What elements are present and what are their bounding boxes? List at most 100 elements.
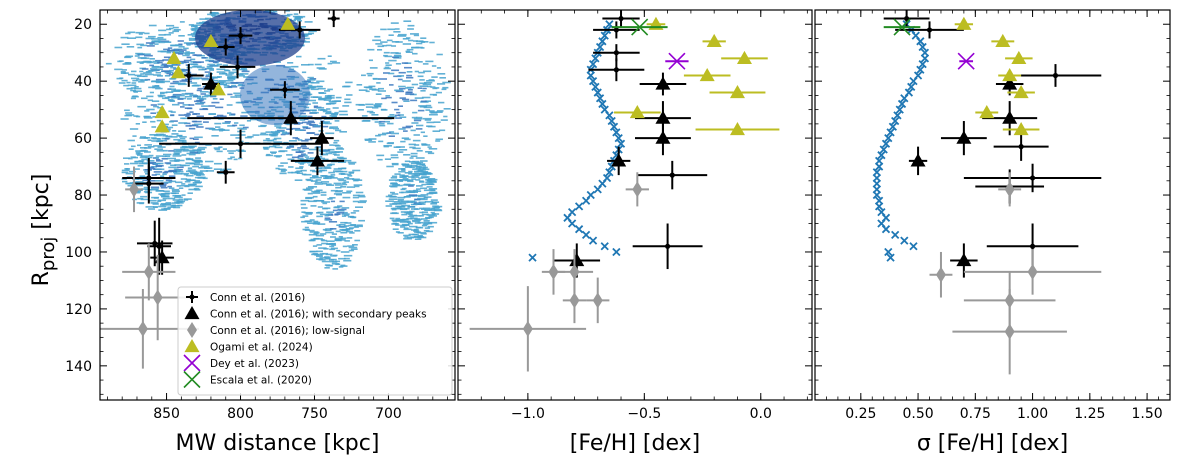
- density-cell: [436, 67, 442, 69]
- data-point: [729, 122, 745, 136]
- density-cell: [336, 193, 342, 196]
- density-cell: [147, 146, 155, 148]
- data-point: [1027, 263, 1038, 280]
- density-cell: [173, 52, 179, 54]
- density-cell: [377, 90, 387, 92]
- density-cell: [158, 29, 167, 32]
- density-cell: [309, 169, 316, 172]
- density-cell: [174, 82, 181, 84]
- panel-frame: [457, 9, 813, 401]
- density-cell: [280, 170, 286, 173]
- density-cell: [222, 148, 227, 150]
- density-cell: [335, 148, 345, 150]
- density-cell: [275, 167, 280, 170]
- density-cell: [306, 187, 314, 189]
- density-cell: [237, 127, 244, 130]
- density-cell: [294, 179, 303, 181]
- density-cell: [140, 195, 148, 198]
- density-cell: [230, 113, 236, 115]
- density-cell: [396, 203, 402, 205]
- density-cell: [393, 31, 401, 33]
- density-cell: [424, 201, 434, 203]
- density-cell: [195, 181, 202, 183]
- density-cell: [321, 242, 329, 245]
- density-cell: [413, 230, 420, 232]
- density-cell: [144, 151, 151, 153]
- density-cell: [147, 139, 152, 141]
- density-cell: [193, 77, 202, 79]
- density-cell: [330, 113, 336, 116]
- density-cell: [149, 199, 157, 202]
- density-cell: [302, 126, 309, 128]
- model-point: [888, 122, 898, 131]
- density-cell: [304, 189, 313, 191]
- density-cell: [177, 102, 185, 104]
- series-ogami-et-al-2024-: [954, 16, 1040, 136]
- density-cell: [314, 183, 323, 185]
- density-cell: [181, 93, 189, 95]
- density-cell: [310, 96, 319, 98]
- density-cell: [157, 50, 164, 53]
- density-cell: [423, 70, 432, 73]
- density-cell: [133, 168, 140, 170]
- density-cell: [312, 192, 321, 194]
- density-cell: [330, 200, 336, 203]
- density-cell: [321, 260, 330, 263]
- model-point: [918, 42, 927, 52]
- density-cell: [395, 90, 405, 93]
- density-cell: [317, 57, 326, 60]
- density-cell: [372, 107, 379, 109]
- density-cell: [289, 145, 294, 147]
- density-cell: [301, 220, 308, 223]
- density-cell: [241, 111, 249, 114]
- density-cell: [430, 86, 436, 88]
- density-cell: [421, 208, 426, 210]
- density-cell: [154, 40, 162, 42]
- density-cell: [429, 113, 438, 116]
- density-cell: [273, 141, 283, 143]
- y-axis-label-unit: [kpc]: [29, 174, 54, 237]
- density-cell: [297, 147, 302, 149]
- density-cell: [230, 156, 235, 158]
- density-cell: [316, 80, 325, 83]
- density-cell: [183, 173, 189, 176]
- density-cell: [169, 27, 174, 30]
- density-cell: [164, 203, 172, 205]
- density-cell: [133, 87, 142, 90]
- density-cell: [275, 130, 284, 133]
- density-cell: [380, 28, 387, 31]
- density-cell: [332, 107, 339, 109]
- density-cell: [304, 138, 313, 141]
- density-cell: [198, 146, 207, 149]
- data-point: [146, 181, 152, 187]
- density-cell: [353, 184, 363, 186]
- density-cell: [199, 18, 209, 20]
- density-cell: [148, 35, 156, 38]
- density-cell: [409, 214, 418, 217]
- density-cell: [401, 200, 410, 203]
- legend-marker: [183, 354, 201, 372]
- data-point: [203, 76, 219, 90]
- density-cell: [282, 131, 288, 133]
- density-cell: [205, 170, 215, 172]
- density-cell: [428, 183, 434, 185]
- density-cell: [322, 228, 328, 231]
- density-cell: [122, 180, 128, 183]
- density-cell: [291, 65, 299, 68]
- density-cell: [287, 158, 295, 161]
- density-cell: [397, 151, 404, 153]
- density-cell: [408, 233, 418, 236]
- density-cell: [135, 31, 145, 34]
- density-cell: [212, 82, 220, 84]
- density-cell: [162, 155, 167, 158]
- density-cell: [191, 66, 198, 68]
- density-cell: [392, 56, 400, 58]
- density-cell: [312, 253, 318, 255]
- density-cell: [327, 198, 333, 200]
- density-cell: [437, 83, 446, 85]
- model-point: [895, 105, 904, 114]
- density-cell: [395, 219, 405, 221]
- density-cell: [333, 170, 342, 172]
- density-cell: [160, 66, 169, 68]
- density-cell: [157, 200, 162, 202]
